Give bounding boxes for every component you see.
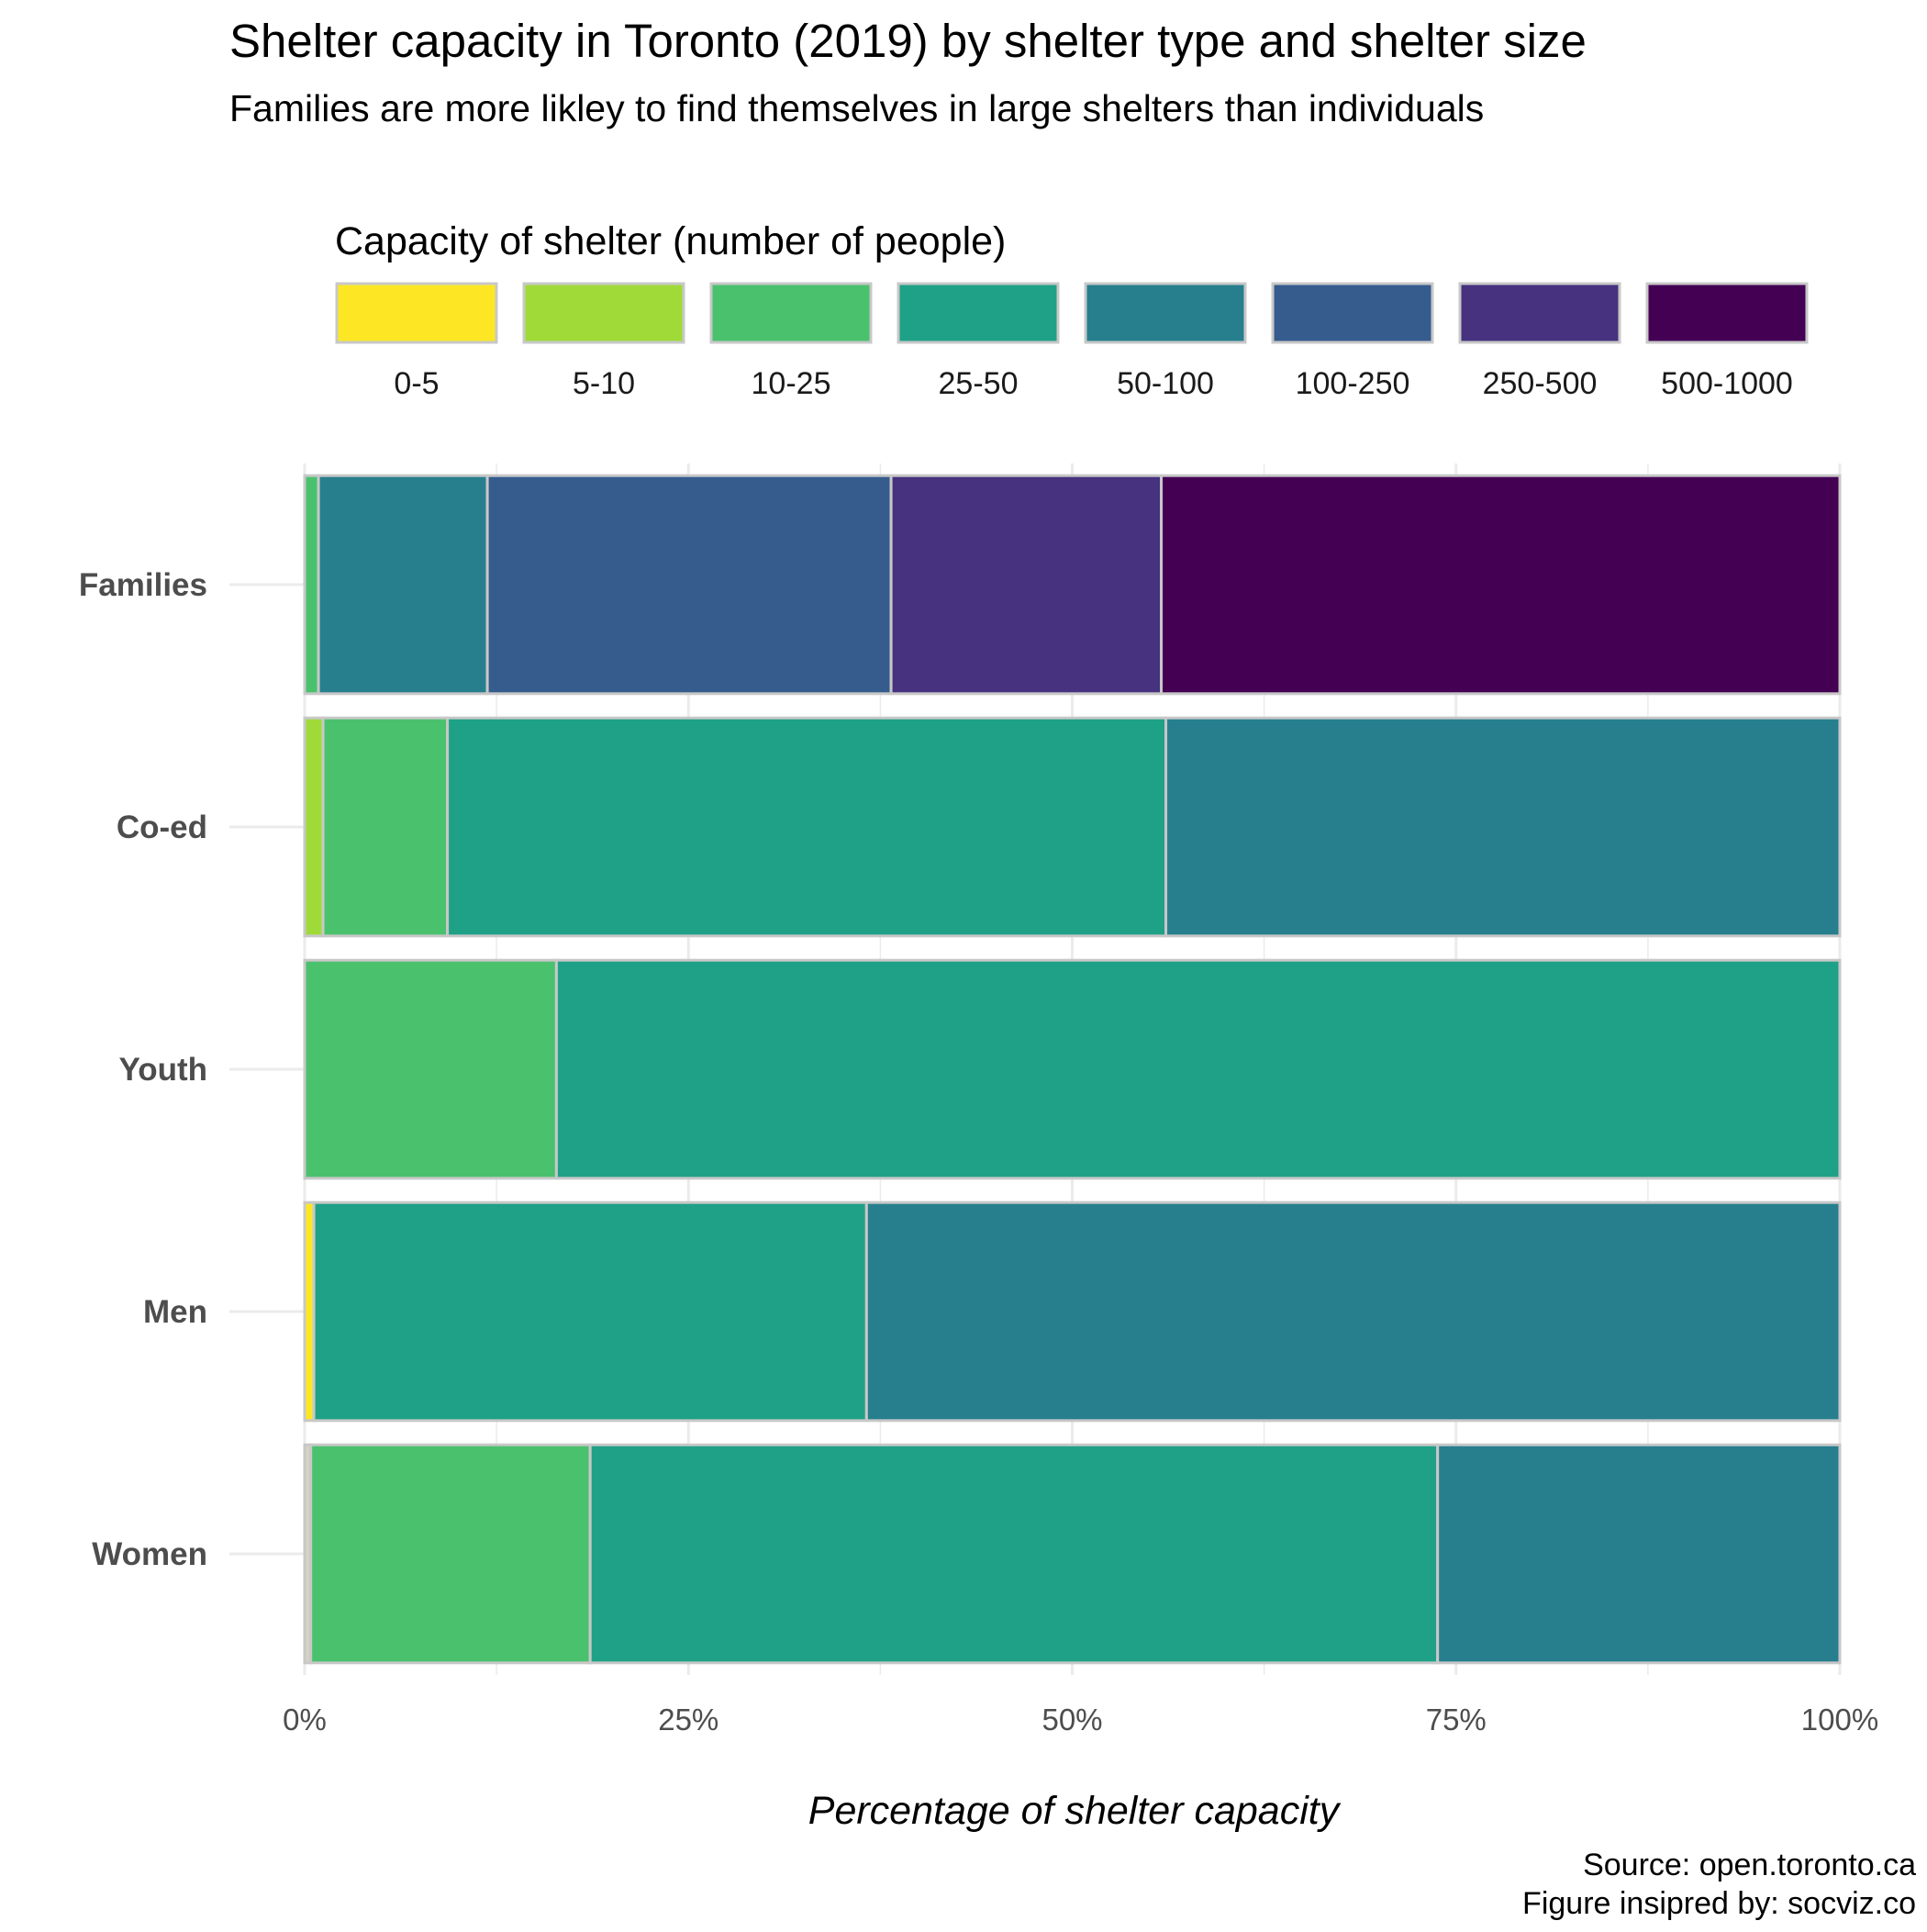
bar-families-250-500 [889,474,1164,696]
legend-key-50-100 [1084,282,1247,344]
x-tick-label-3: 75% [1426,1703,1487,1737]
category-label-men: Men [143,1294,207,1330]
chart-subtitle: Families are more likley to find themsel… [229,87,1484,129]
bar-men-0-5 [303,1201,316,1423]
category-label-co-ed: Co-ed [117,810,207,845]
category-label-youth: Youth [118,1052,207,1088]
bar-co-ed-5-10 [303,716,325,938]
bar-families-100-250 [485,474,893,696]
legend-label-10-25: 10-25 [752,366,831,401]
x-tick-label-1: 25% [658,1703,718,1737]
legend-label-250-500: 250-500 [1483,366,1598,401]
x-tick-label-4: 100% [1801,1703,1878,1737]
bar-co-ed-10-25 [321,716,450,938]
legend-label-50-100: 50-100 [1117,366,1214,401]
caption-source: Source: open.toronto.ca [1583,1848,1916,1882]
bar-co-ed-50-100 [1164,716,1842,938]
bar-families-10-25 [303,474,320,696]
x-axis-title: Percentage of shelter capacity [808,1789,1342,1833]
bar-men-50-100 [864,1201,1842,1423]
bar-families-500-1000 [1160,474,1842,696]
category-label-women: Women [92,1536,207,1572]
legend-key-100-250 [1271,282,1434,344]
caption-inspired: Figure insipred by: socviz.co [1522,1886,1916,1921]
bar-women-25-50 [588,1443,1440,1665]
bar-families-50-100 [317,474,489,696]
legend-key-5-10 [522,282,685,344]
x-tick-label-2: 50% [1041,1703,1102,1737]
bar-women-50-100 [1436,1443,1842,1665]
bar-women-10-25 [309,1443,592,1665]
category-label-families: Families [79,567,207,603]
bar-youth-10-25 [303,958,558,1180]
x-axis-ticks: 0% 25% 50% 75% 100% [283,1703,1878,1737]
bar-co-ed-25-50 [446,716,1168,938]
chart-title: Shelter capacity in Toronto (2019) by sh… [229,15,1587,67]
legend-label-25-50: 25-50 [939,366,1019,401]
legend-items: 0-5 5-10 10-25 25-50 50-100 100-250 250-500 500… [335,282,1809,401]
legend-key-25-50 [897,282,1060,344]
legend-label-0-5: 0-5 [394,366,439,401]
bars [303,474,1842,1665]
bar-men-25-50 [312,1201,868,1423]
bar-youth-25-50 [554,958,1842,1180]
x-tick-label-0: 0% [283,1703,327,1737]
legend-key-500-1000 [1645,282,1809,344]
legend-key-10-25 [709,282,873,344]
legend-title: Capacity of shelter (number of people) [335,219,1006,263]
legend-label-100-250: 100-250 [1296,366,1410,401]
legend-label-5-10: 5-10 [573,366,635,401]
legend-key-0-5 [335,282,498,344]
legend-key-250-500 [1458,282,1621,344]
category-labels: Families Co-ed Youth Men Women [79,567,207,1572]
legend: Capacity of shelter (number of people) 0… [335,219,1809,401]
legend-label-500-1000: 500-1000 [1661,366,1793,401]
